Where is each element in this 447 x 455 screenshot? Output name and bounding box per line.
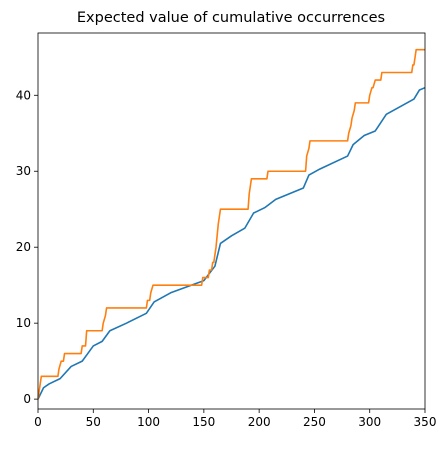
x-tick-label: 100 xyxy=(137,415,160,429)
x-tick-label: 200 xyxy=(248,415,271,429)
y-tick-label: 10 xyxy=(16,316,31,330)
x-tick-label: 0 xyxy=(34,415,42,429)
y-tick-label: 30 xyxy=(16,164,31,178)
series-line xyxy=(37,48,425,400)
y-tick-label: 20 xyxy=(16,240,31,254)
series-line xyxy=(37,86,426,400)
x-tick-label: 50 xyxy=(86,415,101,429)
y-tick-label: 0 xyxy=(23,392,31,406)
plot-frame xyxy=(37,32,426,410)
x-tick-label: 250 xyxy=(303,415,326,429)
y-tick-label: 40 xyxy=(16,88,31,102)
x-tick-label: 350 xyxy=(414,415,437,429)
x-tick-label: 150 xyxy=(192,415,215,429)
x-tick-label: 300 xyxy=(358,415,381,429)
chart-title: Expected value of cumulative occurrences xyxy=(77,10,385,26)
